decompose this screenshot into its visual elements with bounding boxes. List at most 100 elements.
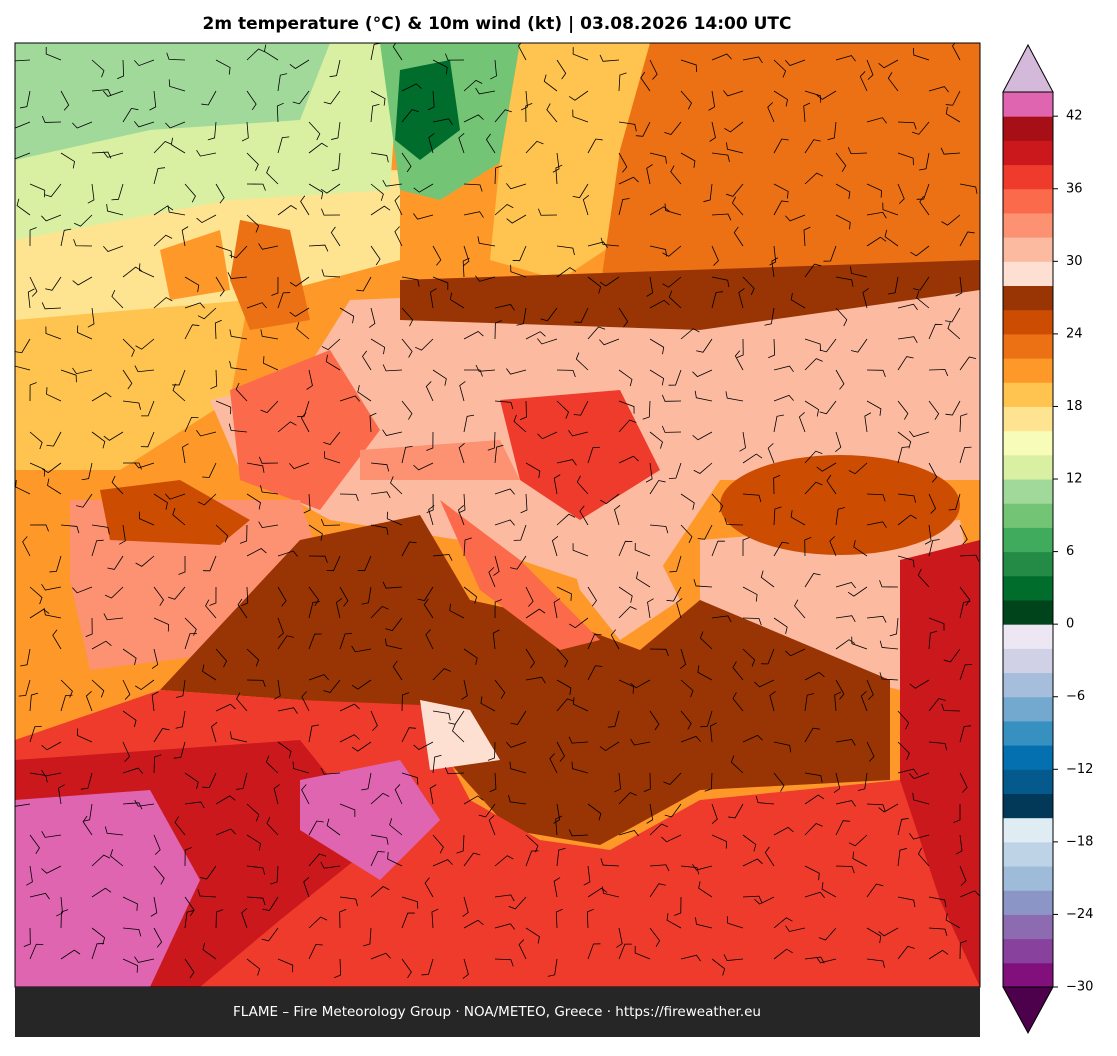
wind-barb [401, 541, 417, 557]
wind-barb [556, 400, 569, 419]
colorbar-bin [1003, 116, 1053, 141]
wind-barb [864, 412, 872, 433]
wind-barb [755, 795, 775, 805]
wind-barb [103, 151, 124, 158]
wind-barb [711, 803, 718, 824]
wind-barb [816, 462, 837, 472]
wind-barb [463, 795, 484, 805]
wind-barb [959, 865, 967, 886]
wind-barb [300, 195, 310, 216]
wind-barb [587, 326, 606, 340]
wind-barb [618, 943, 632, 960]
wind-barb [303, 877, 310, 898]
wind-barb [835, 276, 854, 287]
wind-barb [401, 307, 414, 327]
wind-barb [555, 908, 563, 929]
wind-barb [29, 462, 46, 477]
colorbar-bin [1003, 866, 1053, 891]
wind-barb [556, 369, 576, 378]
colorbar-bin [1003, 140, 1053, 166]
wind-barb [401, 912, 415, 929]
wind-barb [15, 365, 31, 371]
wind-barb [202, 555, 217, 572]
wind-barb [953, 803, 961, 823]
wind-barb [943, 648, 961, 663]
wind-barb [122, 927, 142, 937]
wind-barb [153, 493, 168, 510]
wind-barb [29, 892, 50, 900]
wind-barb [773, 183, 789, 199]
wind-barb [866, 521, 887, 528]
wind-barb [29, 227, 37, 247]
wind-barb [860, 691, 868, 712]
wind-barb [236, 692, 248, 712]
wind-barb [184, 847, 192, 867]
wind-barb [742, 276, 755, 296]
wind-barb [239, 524, 248, 544]
wind-barb [912, 121, 930, 135]
wind-barb [572, 543, 589, 557]
wind-barb [649, 710, 660, 731]
wind-barb [928, 896, 947, 907]
wind-barb [211, 722, 218, 743]
wind-barb [153, 834, 161, 855]
wind-barb [29, 725, 42, 743]
colorbar-tick-label: −6 [1066, 689, 1085, 704]
wind-barb [229, 360, 248, 371]
wind-barb [879, 640, 899, 650]
wind-barb [356, 276, 372, 292]
wind-barb [945, 106, 961, 123]
wind-barb [107, 555, 124, 570]
wind-barb [897, 555, 915, 568]
wind-barb [60, 949, 81, 960]
wind-barb [494, 519, 515, 526]
wind-barb [866, 741, 875, 762]
wind-barb [29, 382, 37, 402]
wind-barb [826, 474, 837, 495]
wind-barb [833, 772, 841, 793]
wind-barb [804, 536, 812, 557]
wind-barb [742, 834, 757, 852]
wind-barb [928, 630, 938, 650]
wind-barb [104, 826, 124, 836]
wind-barb [122, 741, 130, 762]
wind-barb [556, 267, 577, 278]
wind-barb [547, 958, 558, 977]
colorbar-bin [1003, 575, 1053, 601]
wind-barb [60, 524, 80, 534]
wind-barb [456, 834, 465, 854]
wind-barb [649, 369, 665, 386]
wind-barb [421, 958, 434, 976]
wind-barb [449, 603, 465, 619]
wind-barb [553, 598, 561, 619]
wind-barb [553, 474, 561, 495]
ireland [160, 230, 230, 300]
wind-barb [271, 276, 279, 296]
wind-barb [29, 608, 50, 619]
wind-barb [928, 86, 949, 93]
wind-barb [897, 400, 909, 420]
wind-barb [41, 741, 62, 751]
wind-barb [266, 816, 279, 836]
wind-barb [711, 493, 724, 513]
wind-barb [649, 864, 670, 872]
wind-barb [103, 613, 124, 621]
wind-barb [928, 539, 940, 557]
wind-barb [91, 89, 112, 97]
wind-barb [556, 648, 569, 668]
wind-barb [703, 183, 713, 203]
wind-barb [853, 540, 868, 557]
wind-barb [15, 338, 31, 354]
wind-barb [149, 90, 157, 111]
wind-barb [172, 383, 186, 402]
colorbar-bin [1003, 333, 1053, 359]
wind-barb [645, 462, 653, 483]
wind-barb [600, 858, 620, 867]
wind-barb [91, 679, 105, 698]
colorbar-bin [1003, 720, 1053, 746]
wind-barb [897, 493, 917, 503]
wind-barb [764, 307, 775, 326]
wind-barb [866, 117, 887, 124]
wind-barb [276, 102, 284, 123]
mediterranean [160, 515, 890, 845]
